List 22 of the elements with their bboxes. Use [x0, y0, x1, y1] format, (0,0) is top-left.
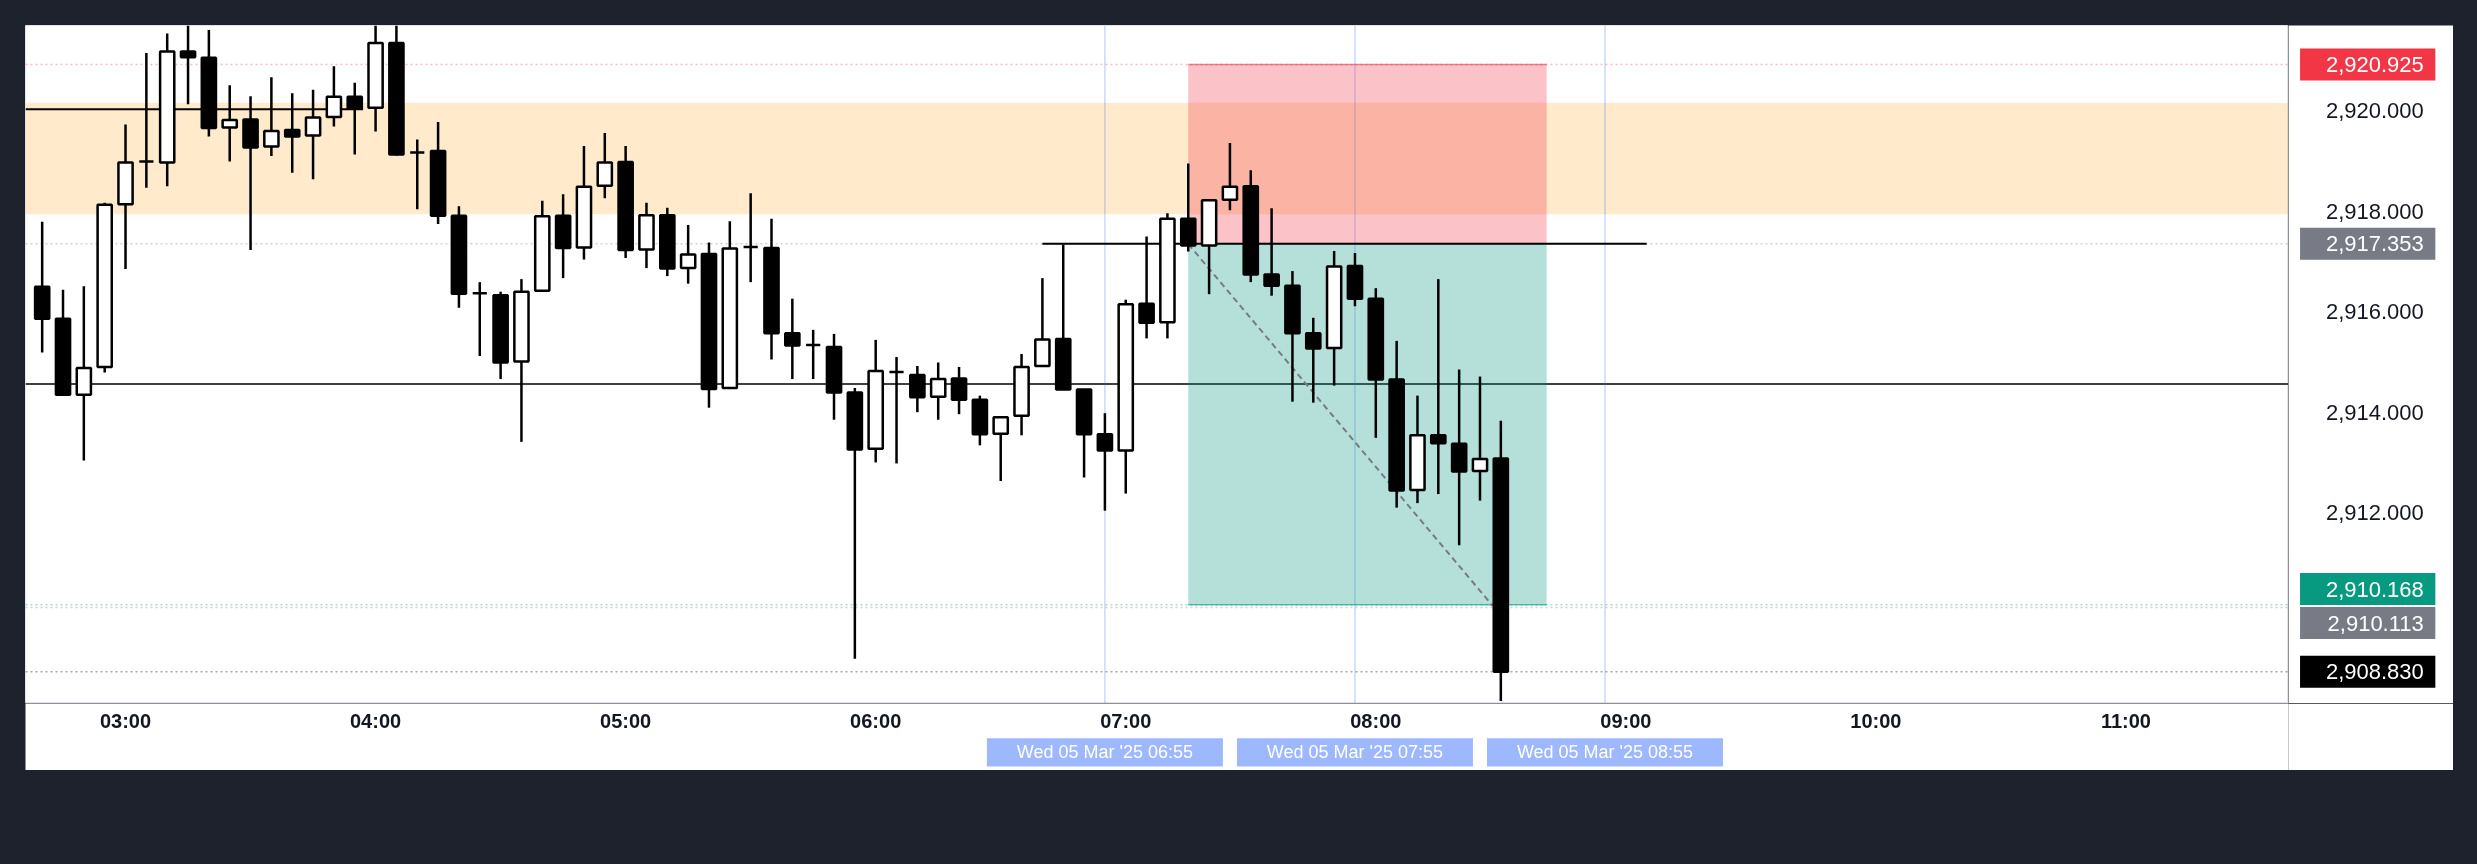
- ref-line-label: Wed 05 Mar '25 08:55: [1516, 742, 1694, 763]
- x-tick-label: 09:00: [1600, 709, 1652, 732]
- ref-line-label: 2,910.168: [2325, 576, 2424, 602]
- x-tick-label: 07:00: [1100, 709, 1152, 732]
- ref-line-label: Wed 05 Mar '25 06:55: [1016, 742, 1194, 763]
- x-tick-label: 11:00: [2100, 709, 2151, 732]
- y-tick-label: 2,912.000: [2325, 500, 2424, 526]
- x-tick-label: 08:00: [1350, 709, 1402, 732]
- ref-line-label: Wed 05 Mar '25 07:55: [1266, 742, 1444, 763]
- ref-line-label: 2,917.353: [2325, 231, 2424, 257]
- x-tick-label: 03:00: [99, 709, 152, 732]
- y-tick-label: 2,918.000: [2325, 198, 2424, 224]
- x-tick-label: 04:00: [350, 709, 402, 732]
- ref-line-label: 2,908.830: [2325, 659, 2424, 685]
- y-tick-label: 2,916.000: [2325, 299, 2424, 325]
- x-tick-label: 05:00: [600, 709, 652, 732]
- y-tick-label: 2,920.000: [2325, 98, 2424, 124]
- ref-line-label: 2,910.113: [2327, 610, 2424, 636]
- x-tick-label: 10:00: [1850, 709, 1902, 732]
- x-tick-label: 06:00: [850, 709, 902, 732]
- ref-line-label: 2,920.925: [2325, 51, 2424, 77]
- y-tick-label: 2,914.000: [2325, 399, 2424, 425]
